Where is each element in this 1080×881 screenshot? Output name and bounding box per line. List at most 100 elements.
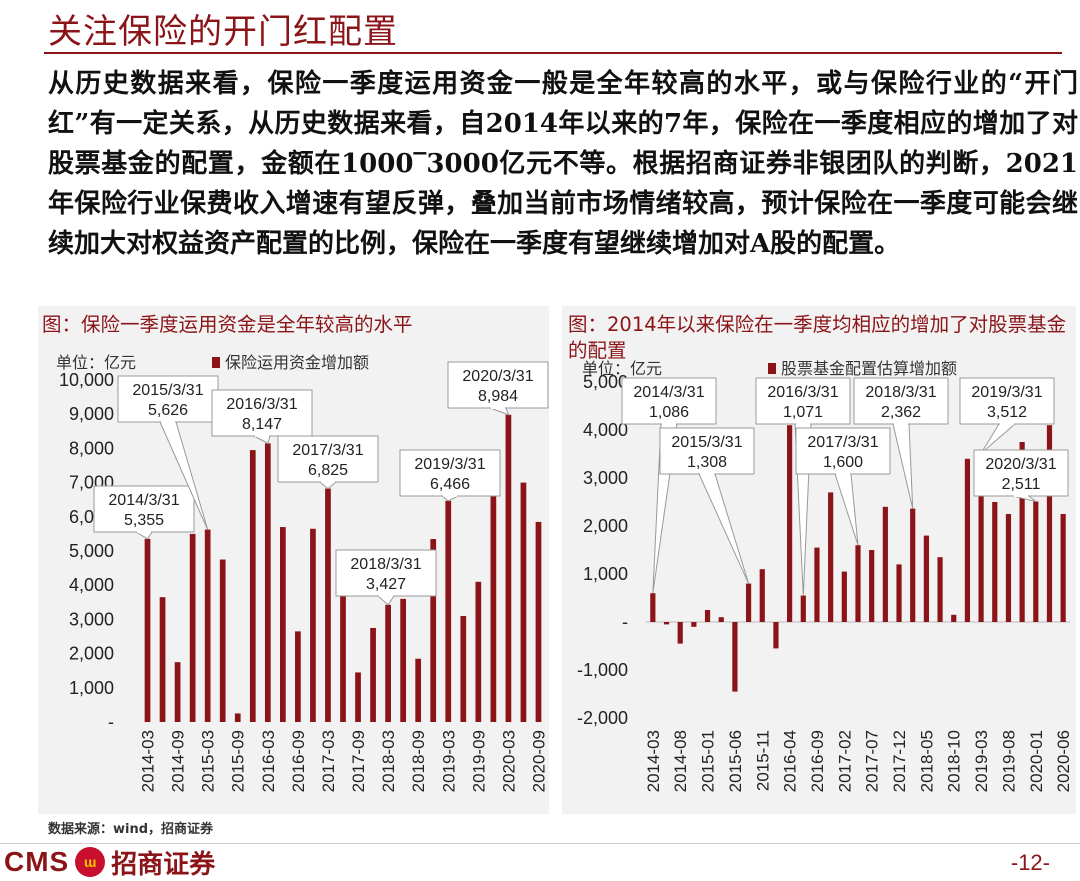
- annotation-date: 2019/3/31: [414, 456, 485, 473]
- annotation-date: 2017/3/31: [807, 434, 878, 451]
- x-tick-label: 2015-06: [726, 730, 745, 792]
- legend-label: 保险运用资金增加额: [225, 354, 369, 372]
- bar: [144, 538, 151, 722]
- bar: [1046, 425, 1053, 622]
- x-tick-label: 2017-03: [319, 730, 338, 792]
- footer-rule: [0, 843, 1080, 844]
- x-tick-label: 2018-09: [409, 730, 428, 792]
- bar: [475, 581, 482, 722]
- callout-box: [621, 377, 717, 425]
- annotation-value: 1,600: [823, 454, 863, 471]
- callout-join: [161, 421, 175, 423]
- annotation-value: 8,147: [242, 416, 282, 433]
- y-tick-label: 2,000: [69, 644, 114, 664]
- bar: [295, 631, 301, 722]
- x-tick-label: 2019-03: [972, 730, 991, 792]
- bar: [828, 492, 834, 622]
- callout-pointer: [489, 407, 510, 416]
- annotation-date: 2016/3/31: [767, 384, 838, 401]
- x-tick-label: 2018-03: [379, 730, 398, 792]
- title-rule: [44, 52, 1062, 54]
- bar: [951, 614, 957, 622]
- callout-join: [379, 595, 393, 597]
- y-tick-label: -: [108, 712, 114, 732]
- bar: [249, 450, 256, 722]
- bar: [937, 557, 943, 622]
- annotation-date: 2015/3/31: [132, 382, 203, 399]
- callout-join: [700, 473, 714, 475]
- bar: [896, 564, 902, 622]
- y-tick-label: 5,000: [69, 541, 114, 561]
- annotation-date: 2019/3/31: [971, 384, 1042, 401]
- callout-join: [321, 481, 335, 483]
- callout-join: [662, 423, 676, 425]
- callout-pointer: [980, 423, 1017, 454]
- bar: [650, 593, 656, 622]
- callout-pointer: [834, 473, 859, 546]
- logo-cms-text: CMS: [4, 846, 70, 877]
- body-paragraph: 从历史数据来看，保险一季度运用资金一般是全年较高的水平，或与保险行业的“开门红”…: [48, 69, 1078, 259]
- bar: [174, 662, 181, 722]
- bar: [1060, 514, 1066, 622]
- callout-join: [1000, 423, 1014, 425]
- callout-join: [443, 495, 457, 497]
- callout-box: [117, 375, 219, 423]
- right-chart: 单位：亿元 股票基金配置估算增加额-2,000-1,000-1,0002,0003…: [577, 359, 1073, 792]
- bar: [490, 494, 497, 722]
- bar: [773, 622, 779, 649]
- annotation-value: 6,825: [308, 462, 348, 479]
- callout-pointer: [134, 531, 153, 540]
- bar: [415, 658, 422, 722]
- x-tick-label: 2019-08: [999, 730, 1018, 792]
- y-tick-label: 3,000: [583, 468, 628, 488]
- x-tick-label: 2019-09: [469, 730, 488, 792]
- callout-box: [795, 427, 891, 475]
- y-tick-label: 8,000: [69, 438, 114, 458]
- bar: [219, 559, 226, 722]
- bar: [910, 508, 916, 622]
- y-tick-label: 2,000: [583, 516, 628, 536]
- y-tick-label: -2,000: [577, 708, 628, 728]
- page-number: -12-: [1010, 850, 1050, 875]
- annotation-value: 5,626: [148, 402, 188, 419]
- annotation-value: 3,427: [366, 576, 406, 593]
- legend-swatch: [212, 357, 220, 368]
- bar: [1033, 501, 1039, 622]
- y-tick-label: -: [622, 612, 628, 632]
- annotation-value: 1,308: [687, 454, 727, 471]
- logo-mark-icon: ɯ: [75, 847, 106, 877]
- bar: [159, 597, 166, 722]
- annotation-date: 2014/3/31: [108, 492, 179, 509]
- x-tick-label: 2017-07: [863, 730, 882, 792]
- callout-join: [796, 423, 810, 425]
- x-tick-label: 2015-03: [199, 730, 218, 792]
- right-chart-panel: 图：2014年以来保险在一季度均相应的增加了对股票基金的配置 单位：亿元 股票基金…: [562, 306, 1076, 814]
- bar: [745, 583, 752, 622]
- x-tick-label: 2020-09: [529, 730, 548, 792]
- bar: [279, 527, 286, 722]
- bar: [234, 713, 241, 722]
- logo-company-name: 招商证券: [111, 849, 216, 880]
- x-tick-label: 2017-12: [890, 730, 909, 792]
- x-tick-label: 2014-03: [139, 730, 158, 792]
- annotation-value: 2,511: [1002, 476, 1041, 493]
- callout-join: [836, 473, 850, 475]
- x-tick-label: 2016-09: [808, 730, 827, 792]
- annotation-date: 2016/3/31: [226, 396, 297, 413]
- bar: [787, 425, 793, 622]
- callout-pointer: [376, 595, 395, 606]
- bar: [732, 622, 738, 692]
- bar: [310, 528, 316, 722]
- x-tick-label: 2014-08: [671, 730, 690, 792]
- x-tick-label: 2017-09: [349, 730, 368, 792]
- bar: [370, 627, 376, 722]
- bar: [923, 535, 929, 622]
- cms-logo: CMS ɯ 招商证券: [4, 845, 216, 880]
- y-tick-label: -1,000: [577, 660, 628, 680]
- bar: [400, 598, 407, 722]
- annotation-date: 2014/3/31: [633, 384, 704, 401]
- page-title: 关注保险的开门红配置: [48, 12, 398, 52]
- annotation-value: 2,362: [881, 404, 921, 421]
- y-tick-label: 9,000: [69, 404, 114, 424]
- bar: [691, 622, 697, 627]
